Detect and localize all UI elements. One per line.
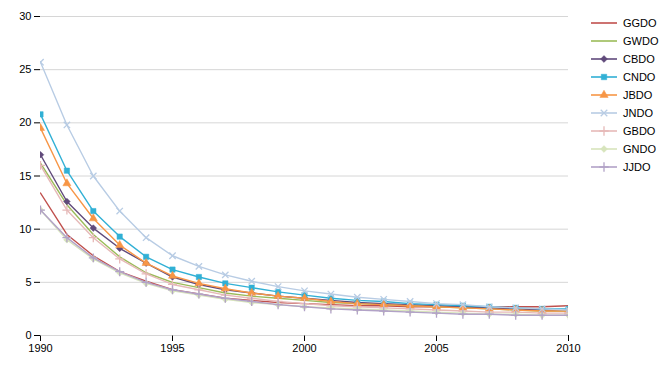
- svg-text:2000: 2000: [292, 342, 316, 354]
- html-text:GWDO: GWDO: [623, 35, 659, 47]
- html-text:CNDO: CNDO: [623, 71, 656, 83]
- svg-text:5: 5: [25, 276, 31, 288]
- html-text:GNDO: GNDO: [623, 143, 656, 155]
- html-text:JBDO: JBDO: [623, 89, 653, 101]
- svg-text:20: 20: [19, 116, 31, 128]
- svg-text:2010: 2010: [556, 342, 580, 354]
- svg-text:2005: 2005: [424, 342, 448, 354]
- html-text:GGDO: GGDO: [623, 17, 657, 29]
- html-text:CBDO: CBDO: [623, 53, 655, 65]
- svg-text:0: 0: [25, 329, 31, 341]
- svg-text:25: 25: [19, 63, 31, 75]
- svg-text:1990: 1990: [28, 342, 52, 354]
- svg-text:30: 30: [19, 10, 31, 22]
- svg-text:1995: 1995: [160, 342, 184, 354]
- html-text:JNDO: JNDO: [623, 107, 653, 119]
- html-text:GBDO: GBDO: [623, 125, 656, 137]
- html-text:JJDO: JJDO: [623, 161, 651, 173]
- svg-text:10: 10: [19, 223, 31, 235]
- svg-text:15: 15: [19, 170, 31, 182]
